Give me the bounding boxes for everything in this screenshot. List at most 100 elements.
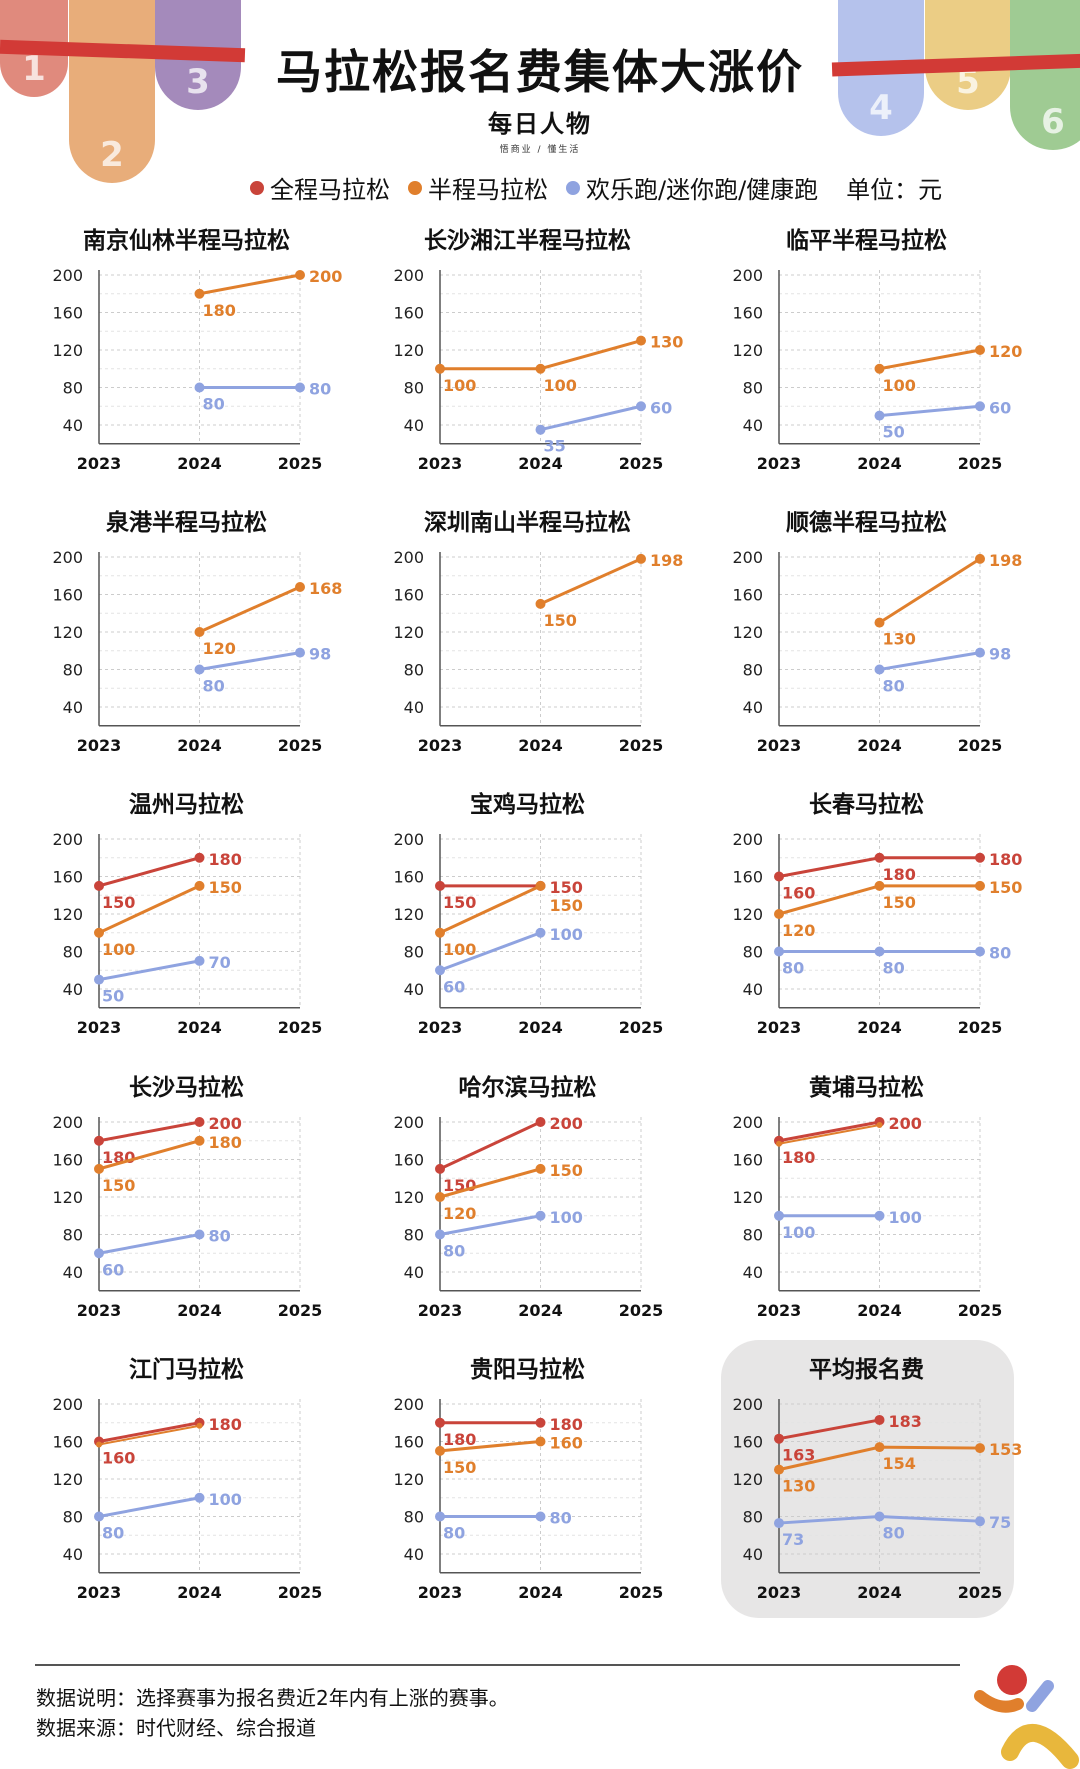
series-line-half xyxy=(878,557,981,624)
decor-pill-6: 6 xyxy=(1010,0,1080,150)
data-point-half xyxy=(975,553,985,564)
line-chart: 温州马拉松 40 80 120 160 200 2023 2024 2025 150 180 100 1… xyxy=(52,791,322,1037)
data-point-half xyxy=(194,1135,205,1146)
data-point-fun xyxy=(535,424,546,435)
data-label-fun: 80 xyxy=(203,677,225,696)
data-point-half xyxy=(194,880,205,891)
data-label-fun: 70 xyxy=(209,953,231,972)
data-point-fun xyxy=(636,401,646,412)
data-label-fun: 100 xyxy=(550,1208,583,1227)
data-point-fun xyxy=(975,946,985,957)
legend: 全程马拉松 半程马拉松 欢乐跑/迷你跑/健康跑 单位：元 xyxy=(250,170,942,205)
y-tick-label: 200 xyxy=(52,266,83,285)
series-line-full xyxy=(98,1120,200,1143)
data-label-full: 150 xyxy=(443,893,476,912)
chart-title: 顺德半程马拉松 xyxy=(786,509,947,536)
series-line-half xyxy=(539,557,642,606)
x-tick-label: 2025 xyxy=(619,1018,664,1037)
y-tick-label: 40 xyxy=(743,416,763,435)
data-point-fun xyxy=(194,382,205,393)
data-point-full xyxy=(194,1117,205,1127)
data-label-half: 130 xyxy=(883,630,916,649)
series-line-fun xyxy=(540,404,642,432)
data-label-half: 100 xyxy=(544,376,577,395)
data-point-half xyxy=(96,1441,102,1448)
series-line-half xyxy=(439,1440,541,1453)
data-point-fun xyxy=(535,1511,546,1522)
y-tick-label: 200 xyxy=(52,548,83,567)
y-tick-label: 200 xyxy=(732,266,763,285)
data-point-fun xyxy=(975,401,985,412)
line-chart: 长春马拉松 40 80 120 160 200 2023 2024 2025 160 180 180 1… xyxy=(732,791,1022,1037)
x-tick-label: 2024 xyxy=(518,1018,563,1037)
data-point-half xyxy=(435,927,445,938)
data-point-fun xyxy=(874,1210,885,1221)
data-point-fun xyxy=(94,1511,104,1522)
pill-number: 4 xyxy=(869,88,893,128)
y-tick-label: 120 xyxy=(393,341,424,360)
data-label-fun: 80 xyxy=(989,944,1011,963)
series-line-full xyxy=(439,1120,542,1171)
x-tick-label: 2024 xyxy=(177,736,222,755)
data-label-full: 150 xyxy=(102,893,135,912)
data-point-fun xyxy=(194,1229,205,1240)
y-tick-label: 200 xyxy=(52,1113,83,1132)
data-label-half: 120 xyxy=(989,342,1022,361)
data-label-half: 198 xyxy=(989,551,1022,570)
x-tick-label: 2025 xyxy=(619,1583,664,1602)
x-tick-label: 2025 xyxy=(958,454,1003,473)
chart-title: 泉港半程马拉松 xyxy=(106,509,267,536)
legend-dot xyxy=(566,180,580,195)
data-point-half xyxy=(874,880,885,891)
y-tick-label: 200 xyxy=(732,830,763,849)
x-tick-label: 2025 xyxy=(958,1018,1003,1037)
chart-title: 长沙马拉松 xyxy=(129,1074,244,1101)
data-point-fun xyxy=(874,664,885,675)
chart-title: 平均报名费 xyxy=(809,1356,924,1383)
data-point-fun xyxy=(874,1511,885,1522)
data-label-full: 180 xyxy=(989,850,1022,869)
series-line-half xyxy=(879,348,981,371)
decor-logo-icon xyxy=(974,1665,1079,1769)
y-tick-label: 40 xyxy=(743,980,763,999)
y-tick-label: 80 xyxy=(63,661,83,680)
y-tick-label: 160 xyxy=(393,586,424,605)
series-line-half xyxy=(98,884,201,935)
data-point-half xyxy=(874,617,885,628)
series-line-fun xyxy=(98,1496,200,1518)
series-line-half xyxy=(439,1167,541,1199)
data-point-full xyxy=(435,1163,445,1174)
series-line-half xyxy=(198,585,301,634)
data-point-half xyxy=(975,1443,985,1454)
y-tick-label: 40 xyxy=(63,1263,83,1282)
data-label-fun: 60 xyxy=(650,398,672,417)
y-tick-label: 40 xyxy=(404,980,424,999)
y-tick-label: 120 xyxy=(52,341,83,360)
series-line-full xyxy=(778,1120,880,1143)
y-tick-label: 80 xyxy=(404,379,424,398)
series-line-half xyxy=(199,273,301,296)
y-tick-label: 120 xyxy=(393,1188,424,1207)
data-label-fun: 100 xyxy=(550,925,583,944)
x-tick-label: 2024 xyxy=(857,1301,902,1320)
y-tick-label: 40 xyxy=(63,1545,83,1564)
series-line-fun xyxy=(439,1214,541,1236)
y-tick-label: 80 xyxy=(743,661,763,680)
data-label-half: 100 xyxy=(443,376,476,395)
x-tick-label: 2023 xyxy=(418,1583,463,1602)
data-point-fun xyxy=(975,1516,985,1527)
data-label-full: 180 xyxy=(883,865,916,884)
data-source: 数据来源：时代财经、综合报道 xyxy=(36,1716,316,1740)
data-point-full xyxy=(435,1417,445,1428)
y-tick-label: 80 xyxy=(404,1226,424,1245)
x-tick-label: 2023 xyxy=(77,1018,122,1037)
legend-dot xyxy=(408,180,422,195)
series-line-fun xyxy=(879,651,981,671)
y-tick-label: 80 xyxy=(743,943,763,962)
data-label-full: 180 xyxy=(782,1148,815,1167)
y-tick-label: 40 xyxy=(404,698,424,717)
data-label-half: 150 xyxy=(544,611,577,630)
y-tick-label: 120 xyxy=(52,1188,83,1207)
data-label-half: 180 xyxy=(209,1133,242,1152)
y-tick-label: 160 xyxy=(393,868,424,887)
